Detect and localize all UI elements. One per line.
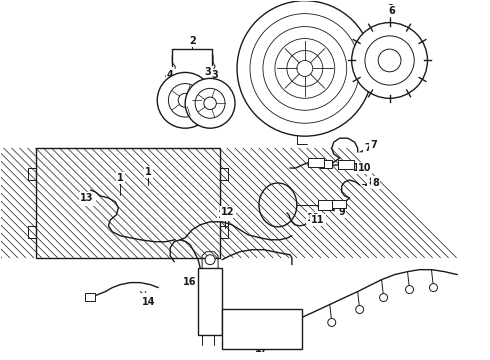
Text: 13: 13 (82, 195, 95, 205)
Text: 5: 5 (298, 6, 305, 15)
Text: 1: 1 (145, 167, 151, 177)
Text: 13: 13 (80, 193, 93, 203)
Circle shape (406, 285, 414, 293)
Text: 3: 3 (212, 71, 219, 80)
Text: 10: 10 (358, 163, 371, 173)
Text: 10: 10 (353, 163, 367, 173)
Text: 14: 14 (142, 297, 155, 306)
Text: 11: 11 (311, 215, 324, 225)
Circle shape (204, 97, 216, 109)
Circle shape (237, 1, 372, 136)
Text: 8: 8 (372, 178, 379, 188)
Circle shape (195, 88, 225, 118)
Text: 12: 12 (219, 210, 232, 220)
Circle shape (157, 72, 213, 128)
Text: 6: 6 (388, 6, 395, 15)
Text: 11: 11 (307, 213, 320, 223)
Text: 2: 2 (189, 36, 196, 46)
Circle shape (429, 284, 438, 292)
Text: 12: 12 (221, 207, 235, 217)
Text: 4: 4 (165, 71, 172, 81)
Text: 5: 5 (296, 4, 303, 14)
Text: 6: 6 (386, 4, 393, 14)
Circle shape (356, 306, 364, 314)
Text: 2: 2 (189, 36, 196, 46)
Text: 9: 9 (339, 207, 345, 217)
Text: 15: 15 (203, 323, 217, 332)
Bar (222, 310, 302, 349)
Text: 16: 16 (183, 276, 197, 287)
Text: 3: 3 (205, 67, 212, 77)
Bar (198, 268, 222, 336)
Bar (320, 160, 332, 168)
Text: 4: 4 (167, 71, 173, 80)
Circle shape (205, 255, 215, 265)
Circle shape (328, 319, 336, 327)
Bar (318, 200, 332, 210)
Text: 7: 7 (370, 140, 377, 150)
Circle shape (185, 78, 235, 128)
Text: 9: 9 (336, 205, 343, 215)
Circle shape (169, 84, 202, 117)
Text: 7: 7 (364, 143, 371, 153)
Circle shape (178, 93, 192, 107)
Text: 17: 17 (255, 345, 269, 354)
Bar (332, 200, 346, 208)
Circle shape (352, 23, 427, 98)
Text: 15: 15 (203, 324, 217, 334)
Circle shape (380, 293, 388, 302)
Text: 8: 8 (368, 177, 375, 187)
Text: 1: 1 (117, 173, 124, 183)
Text: 14: 14 (139, 294, 152, 305)
Bar (338, 160, 354, 169)
Bar (36, 148, 220, 258)
Text: 16: 16 (183, 276, 197, 287)
Text: 17: 17 (255, 342, 269, 352)
Bar (308, 158, 324, 167)
Bar (85, 293, 96, 301)
